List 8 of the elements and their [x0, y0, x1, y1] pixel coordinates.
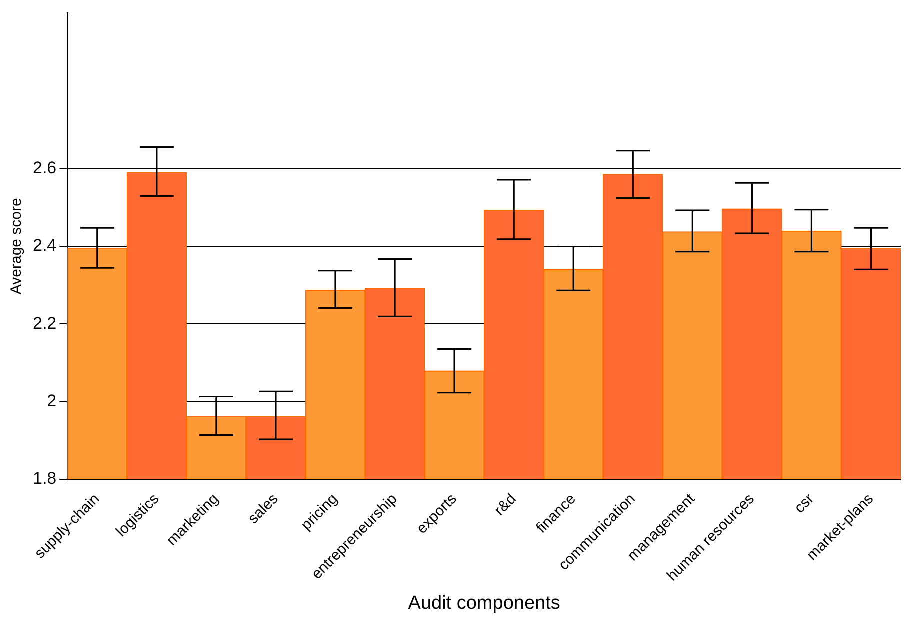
y-tick-label: 2.2 — [32, 314, 57, 333]
y-tick-label: 2.4 — [32, 236, 57, 256]
y-tick-label: 2.6 — [32, 158, 57, 178]
y-tick-label: 2 — [47, 391, 57, 410]
x-axis-title: Audit components — [408, 592, 560, 614]
y-tick-label: 1.8 — [32, 469, 57, 488]
y-axis-title: Average score — [8, 198, 26, 295]
x-tick-label: r&d — [491, 490, 520, 520]
